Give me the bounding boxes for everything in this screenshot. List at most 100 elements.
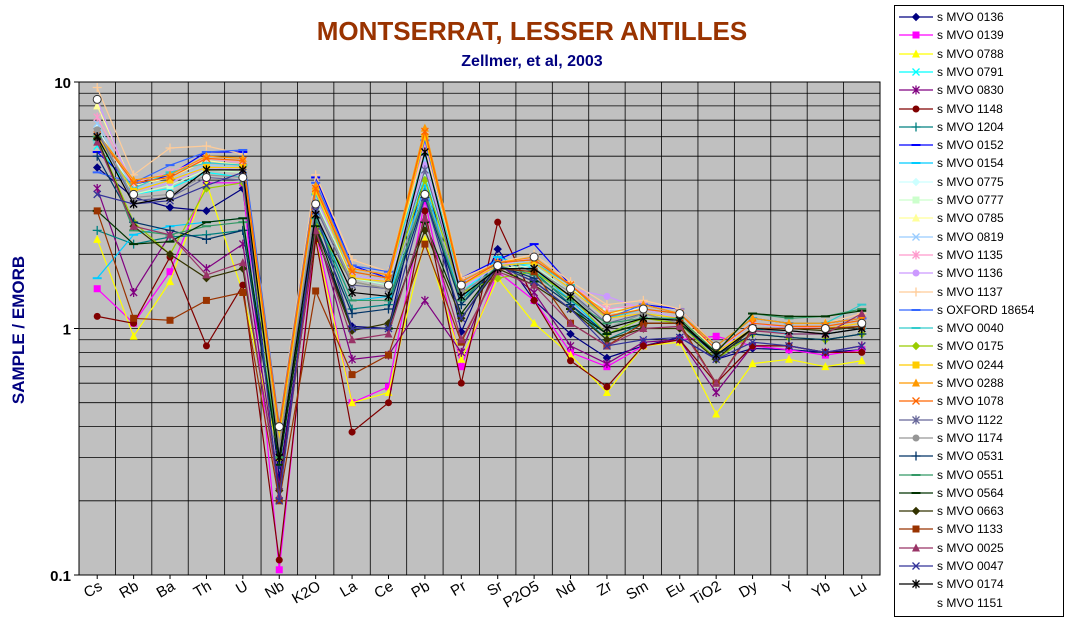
legend-item: s MVO 0663 [895, 502, 1063, 520]
data-point [639, 319, 647, 327]
legend-swatch [899, 308, 933, 311]
y-axis-label: SAMPLE / EMORB [9, 256, 28, 404]
data-point [348, 335, 357, 344]
x-tick-label: Y [780, 578, 797, 598]
data-point [784, 324, 794, 333]
data-point [821, 362, 830, 371]
data-point [639, 324, 648, 332]
data-point [566, 318, 575, 327]
data-point [238, 258, 247, 267]
data-point [457, 347, 466, 357]
data-point [457, 291, 466, 301]
data-point [166, 277, 175, 286]
data-point [911, 287, 921, 296]
legend-label: s MVO 0244 [937, 357, 1004, 372]
data-point [311, 210, 320, 220]
data-point [457, 314, 466, 323]
legend-label: s MVO 1204 [937, 119, 1004, 134]
data-point [166, 316, 174, 324]
legend-swatch [899, 596, 933, 610]
data-point [421, 207, 429, 215]
data-point [639, 313, 648, 323]
data-point [603, 292, 611, 300]
data-point [202, 151, 211, 160]
data-point [857, 356, 866, 365]
legend-item: s MVO 1151 [895, 594, 1063, 612]
data-point [165, 203, 175, 212]
data-point [93, 190, 102, 199]
data-point [92, 151, 102, 161]
legend-item: s MVO 0564 [895, 484, 1063, 502]
data-point [675, 309, 685, 319]
series-line [96, 99, 862, 436]
data-point [238, 172, 248, 182]
data-point [93, 126, 101, 134]
grid-lines [79, 82, 880, 576]
data-point [912, 397, 920, 406]
legend-swatch [899, 105, 933, 112]
data-point [911, 506, 921, 516]
legend-swatch [899, 31, 933, 39]
data-point [912, 415, 920, 425]
data-point [785, 341, 793, 350]
x-tick-label: Yb [809, 578, 833, 602]
data-point [912, 525, 920, 533]
legend-swatch [899, 196, 933, 204]
legend-swatch [899, 579, 933, 589]
data-point [129, 189, 139, 199]
legend-swatch [899, 491, 933, 494]
data-point [383, 280, 393, 290]
data-point [712, 332, 720, 340]
legend-label: s MVO 1135 [937, 247, 1003, 262]
data-point [493, 261, 503, 271]
data-point [567, 357, 575, 365]
legend-swatch [899, 451, 933, 461]
legend-label: s OXFORD 18654 [937, 302, 1035, 317]
data-point [275, 491, 284, 500]
legend-swatch [899, 177, 933, 186]
data-point [129, 199, 138, 209]
legend-item: s MVO 1078 [895, 392, 1063, 410]
legend-item: s MVO 1174 [895, 429, 1063, 447]
data-point [129, 331, 138, 340]
data-point [912, 361, 920, 369]
legend-item: s MVO 0288 [895, 374, 1063, 392]
data-point [911, 451, 921, 461]
data-point [911, 122, 921, 132]
legend-item: s MVO 1122 [895, 411, 1063, 429]
data-point [348, 371, 356, 379]
data-point [384, 383, 392, 391]
data-point [384, 329, 393, 338]
data-point [93, 234, 102, 243]
data-point [166, 230, 175, 239]
data-point [384, 351, 392, 359]
legend-label: s MVO 0819 [937, 229, 1004, 244]
data-point [347, 309, 357, 319]
data-point [821, 348, 830, 357]
data-point [712, 350, 721, 360]
legend-label: s MVO 0777 [937, 193, 1004, 207]
data-point [275, 434, 283, 442]
data-point [639, 342, 647, 350]
chart-title: MONTSERRAT, LESSER ANTILLES [317, 16, 747, 46]
data-point [201, 141, 211, 151]
legend-label: s MVO 1151 [937, 595, 1003, 610]
data-point [912, 213, 920, 222]
data-point [456, 280, 466, 290]
legend-label: s MVO 1078 [937, 394, 1004, 409]
data-point [384, 399, 392, 407]
legend-label: s MVO 0663 [937, 504, 1004, 519]
data-point [275, 496, 284, 505]
data-point [348, 287, 357, 297]
data-point [420, 226, 430, 235]
data-point [858, 348, 866, 356]
series-s-mvo-1151 [92, 94, 867, 432]
series-line [96, 210, 862, 465]
data-point [911, 342, 921, 351]
data-point [530, 259, 538, 267]
series-line [96, 180, 862, 458]
data-point [312, 287, 320, 295]
x-tick-label: Ce [371, 578, 396, 602]
legend-item: s MVO 0152 [895, 136, 1063, 154]
data-point [92, 82, 102, 92]
